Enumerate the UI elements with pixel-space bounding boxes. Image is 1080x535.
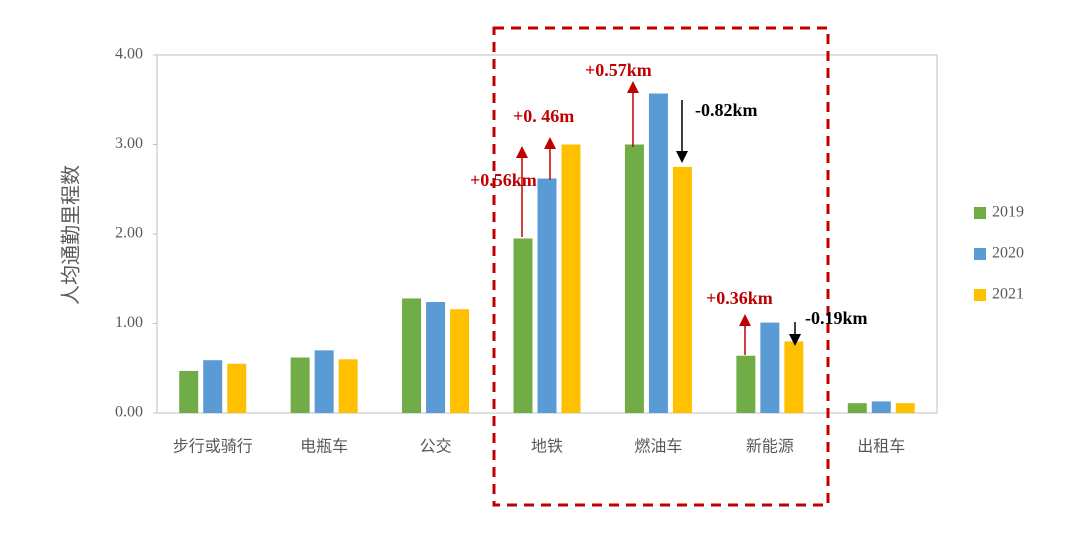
annotation: +0.57km — [585, 60, 652, 80]
bar — [624, 144, 644, 413]
bar — [871, 401, 891, 413]
bar — [179, 370, 199, 413]
y-tick-label: 4.00 — [115, 46, 143, 63]
y-tick-label: 1.00 — [115, 314, 143, 331]
annotation: -0.82km — [695, 100, 758, 120]
legend-label: 2020 — [992, 245, 1024, 262]
bar — [561, 144, 581, 413]
x-tick-label: 地铁 — [531, 437, 563, 456]
annotation: +0.36km — [706, 288, 773, 308]
bar — [338, 359, 358, 413]
y-axis-title: 人均通勤里程数 — [59, 165, 83, 305]
x-tick-label: 出租车 — [857, 437, 905, 456]
bar — [290, 357, 310, 413]
bar — [402, 298, 422, 413]
bar — [537, 178, 557, 413]
legend-label: 2021 — [992, 286, 1024, 303]
y-tick-label: 2.00 — [115, 225, 143, 242]
y-tick-label: 0.00 — [115, 404, 143, 421]
bar — [426, 302, 446, 413]
bar — [784, 341, 804, 413]
bar — [450, 309, 470, 413]
legend-swatch — [974, 207, 986, 219]
bar — [672, 166, 692, 413]
bar — [513, 238, 533, 413]
highlight-box — [492, 26, 830, 507]
x-tick-label: 燃油车 — [634, 437, 682, 456]
annotation: +0.56km — [470, 170, 537, 190]
bar — [227, 363, 247, 413]
legend-swatch — [974, 289, 986, 301]
bar — [847, 403, 867, 413]
x-tick-label: 步行或骑行 — [173, 437, 253, 456]
x-tick-label: 公交 — [420, 437, 452, 456]
bar — [895, 403, 915, 413]
y-tick-label: 3.00 — [115, 135, 143, 152]
bar — [648, 93, 668, 414]
x-tick-label: 新能源 — [746, 437, 794, 456]
bar — [314, 350, 334, 413]
x-tick-label: 电瓶车 — [300, 437, 348, 456]
legend-label: 2019 — [992, 204, 1024, 221]
bar — [760, 322, 780, 413]
bar — [736, 355, 756, 413]
bar — [203, 360, 223, 413]
annotation: -0.19km — [805, 308, 868, 328]
annotation: +0. 46m — [513, 106, 574, 126]
legend-swatch — [974, 248, 986, 260]
